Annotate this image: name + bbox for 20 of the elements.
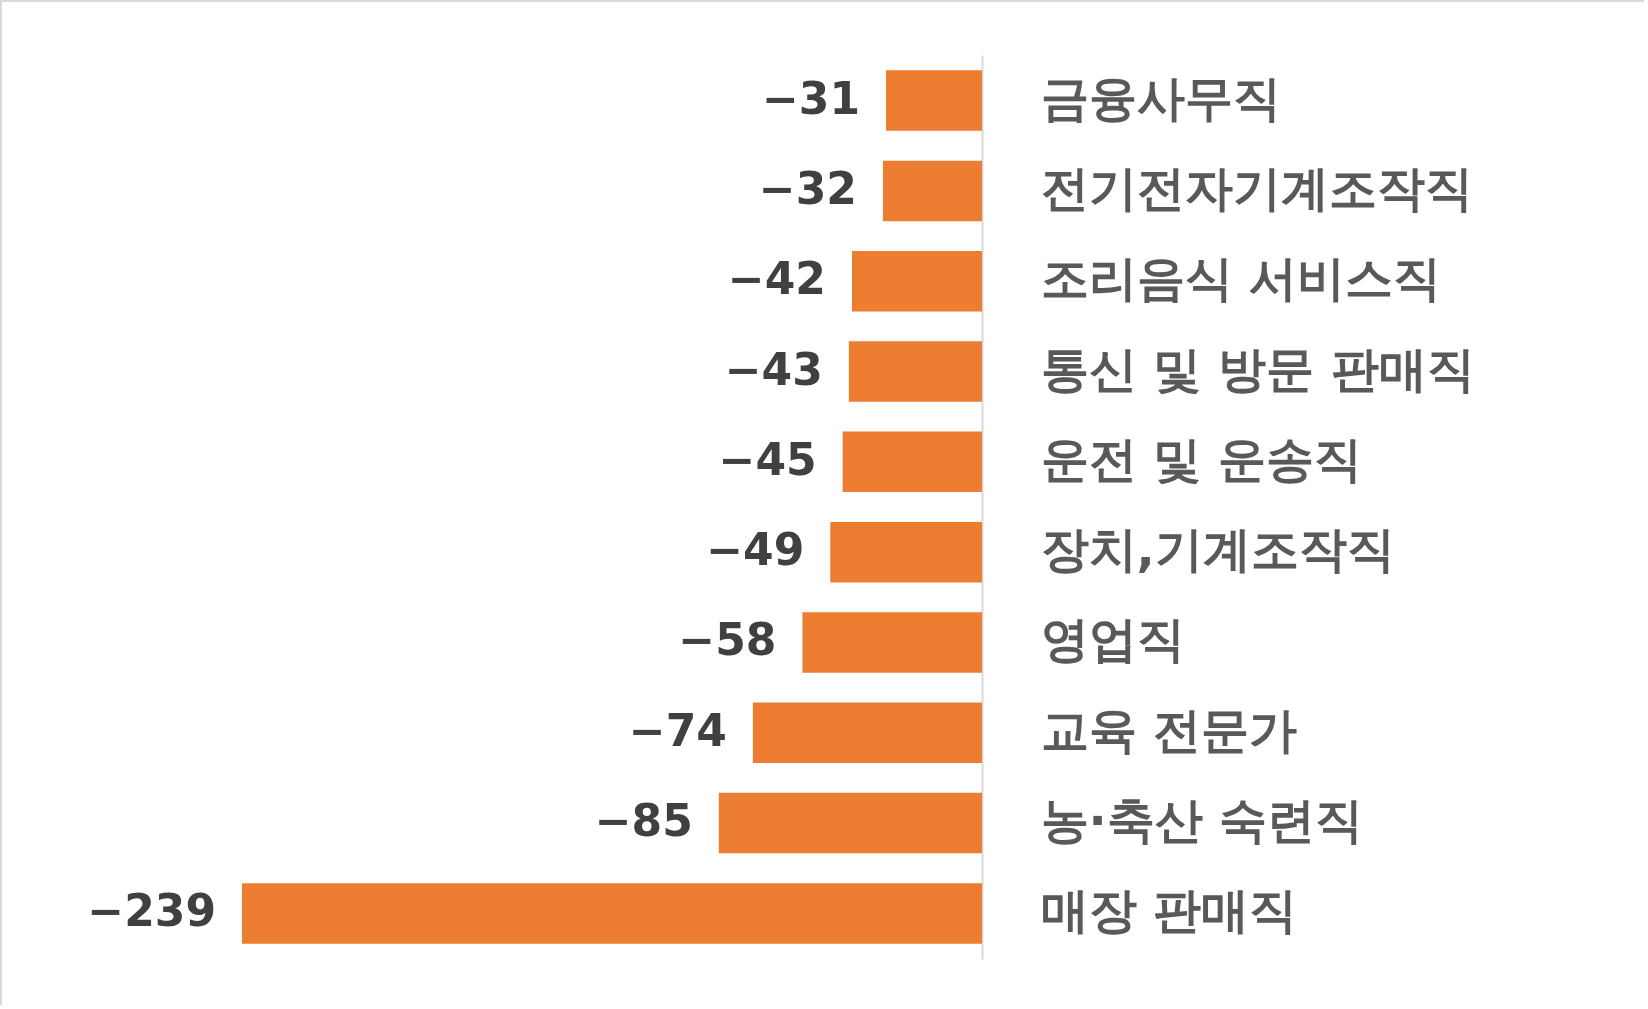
y-tick-label: 매장 판매직: [1040, 882, 1298, 939]
data-label: −58: [678, 614, 777, 666]
data-label: −45: [718, 433, 817, 485]
y-tick-label: 장치,기계조작직: [1040, 521, 1395, 578]
data-label: −31: [761, 72, 861, 124]
data-label: −43: [724, 343, 823, 395]
y-tick-label: 통신 및 방문 판매직: [1040, 340, 1475, 397]
y-tick-label: 운전 및 운송직: [1040, 430, 1362, 487]
data-label: −42: [727, 253, 826, 305]
data-label: −32: [758, 162, 857, 214]
y-tick-label: 영업직: [1040, 611, 1185, 668]
data-label: −85: [594, 795, 693, 847]
data-label: −239: [87, 885, 216, 937]
y-tick-label: 조리음식 서비스직: [1040, 250, 1442, 307]
y-tick-label: 농·축산 숙련직: [1040, 792, 1364, 849]
data-label: −49: [706, 524, 805, 576]
data-label: −74: [628, 704, 727, 756]
y-tick-label: 금융사무직: [1040, 69, 1281, 126]
y-tick-label: 교육 전문가: [1040, 701, 1298, 758]
y-tick-label: 전기전자기계조작직: [1040, 159, 1473, 216]
